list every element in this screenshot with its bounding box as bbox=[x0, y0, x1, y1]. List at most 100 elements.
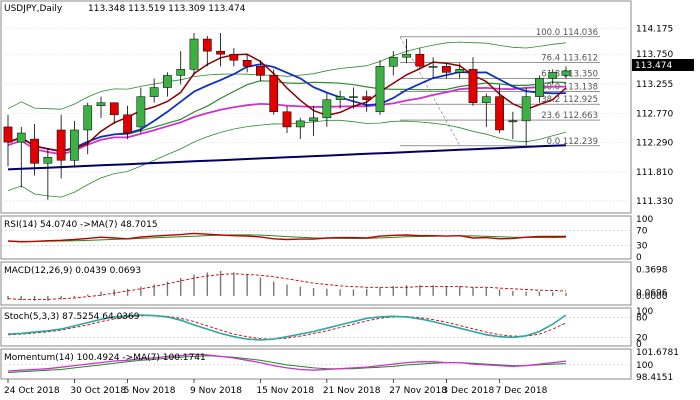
date-tick-label: 15 Nov 2018 bbox=[256, 386, 314, 396]
stochastic-tick-label: 80 bbox=[636, 314, 648, 324]
bullish-candle bbox=[70, 129, 79, 161]
bullish-candle bbox=[309, 117, 318, 122]
macd-tick-label: 0.3698 bbox=[636, 266, 668, 276]
bearish-candle bbox=[229, 53, 239, 61]
momentum-ma-line bbox=[7, 355, 567, 373]
momentum-line bbox=[7, 353, 567, 372]
momentum-header: Momentum(14) 100.4924 ->MA(7) 100.1741 bbox=[4, 353, 206, 363]
date-tick-label: 24 Oct 2018 bbox=[4, 386, 60, 396]
macd-tick-label: 0.0696 bbox=[636, 288, 668, 298]
bullish-candle bbox=[16, 132, 26, 143]
bearish-candle bbox=[216, 50, 225, 55]
macd-tick-label: 0.0000 bbox=[636, 292, 668, 302]
stochastic-header: Stoch(5,3,3) 87.5254 64.0369 bbox=[4, 312, 140, 322]
momentum-panel-frame bbox=[0, 348, 632, 380]
slow-ma-line bbox=[7, 144, 567, 171]
stochastic-tick-label: 0 bbox=[636, 340, 642, 350]
bullish-candle bbox=[295, 120, 305, 128]
fib-level-label: 76.4 113.612 bbox=[541, 54, 598, 64]
momentum-lines bbox=[7, 353, 567, 373]
date-tick-label: 3 Dec 2018 bbox=[442, 386, 494, 396]
bearish-candle bbox=[56, 129, 66, 161]
bearish-candle bbox=[256, 66, 265, 76]
stochastic-lines bbox=[7, 314, 567, 341]
bullish-candle bbox=[96, 102, 106, 106]
bullish-candle bbox=[402, 53, 411, 58]
rsi-panel-frame bbox=[0, 215, 632, 260]
price-panel-frame bbox=[0, 0, 632, 214]
bullish-candle bbox=[176, 69, 186, 76]
macd-panel-frame bbox=[0, 261, 632, 306]
momentum-panel: 101.6781 100 98.4151 Momentum(14) 100.4924… bbox=[0, 348, 679, 383]
ohlc-header: 113.348 113.519 113.309 113.474 bbox=[88, 4, 246, 14]
last-price-label: 113.474 bbox=[635, 61, 672, 71]
bearish-candle bbox=[242, 60, 252, 67]
bearish-candle bbox=[3, 126, 13, 143]
rsi-tick-label: 30 bbox=[636, 242, 648, 252]
fib-level-label: 50.0 113.138 bbox=[541, 82, 598, 92]
price-panel: 114.175 113.750 113.255 112.770 112.290 111.8… bbox=[0, 0, 694, 214]
bullish-candle bbox=[136, 96, 146, 128]
rsi-tick-label: 70 bbox=[636, 226, 648, 236]
bullish-candle bbox=[535, 78, 544, 97]
rsi-line bbox=[7, 232, 566, 243]
price-tick-label: 112.770 bbox=[636, 110, 673, 120]
price-tick-label: 113.255 bbox=[636, 80, 673, 90]
stochastic-k-line bbox=[7, 314, 567, 341]
price-tick-label: 113.750 bbox=[636, 50, 673, 60]
bullish-candle bbox=[149, 87, 159, 97]
momentum-y-axis: 101.6781 100 98.4151 bbox=[636, 348, 679, 383]
fib-level-label: 0.0 112.239 bbox=[547, 137, 598, 147]
stochastic-panel-frame bbox=[0, 307, 632, 347]
rsi-grid bbox=[1, 230, 631, 246]
bullish-candle bbox=[561, 70, 571, 76]
bullish-candle bbox=[428, 66, 438, 68]
symbol-header: USDJPY,Daily bbox=[4, 4, 63, 14]
date-tick-label: 7 Dec 2018 bbox=[496, 386, 548, 396]
fib-level-label: 100.0 114.036 bbox=[536, 28, 598, 38]
bullish-candle bbox=[521, 96, 531, 122]
bearish-candle bbox=[468, 69, 478, 103]
price-grid bbox=[1, 28, 631, 202]
bullish-candle bbox=[322, 99, 332, 119]
momentum-tick-label: 101.6781 bbox=[636, 348, 679, 358]
macd-signal-line bbox=[7, 273, 567, 300]
fib-level-label: 23.6 112.663 bbox=[541, 111, 598, 121]
rsi-lines bbox=[7, 232, 567, 243]
bullish-candle bbox=[83, 105, 93, 131]
bearish-candle bbox=[495, 96, 504, 131]
bullish-candle bbox=[548, 72, 558, 79]
macd-header: MACD(12,26,9) 0.0439 0.0693 bbox=[4, 266, 141, 276]
bearish-candle bbox=[442, 66, 451, 73]
bullish-candle bbox=[508, 120, 518, 123]
bullish-candle bbox=[455, 69, 465, 73]
rsi-ma-line bbox=[7, 234, 567, 242]
date-tick-label: 9 Nov 2018 bbox=[190, 386, 242, 396]
bullish-candle bbox=[375, 66, 385, 113]
rsi-tick-label: 100 bbox=[636, 215, 653, 225]
bearish-candle bbox=[109, 102, 119, 116]
rsi-tick-label: 0 bbox=[636, 253, 642, 263]
momentum-tick-label: 98.4151 bbox=[636, 373, 673, 383]
stochastic-tick-label: 20 bbox=[636, 333, 648, 343]
price-y-axis: 114.175 113.750 113.255 112.770 112.290 111.8… bbox=[636, 24, 673, 206]
price-tick-label: 114.175 bbox=[636, 24, 673, 34]
bearish-candle bbox=[123, 114, 132, 134]
bearish-candle bbox=[415, 53, 425, 67]
candlesticks bbox=[3, 32, 571, 200]
bullish-candle bbox=[349, 96, 358, 98]
fib-level-label: 38.2 112.925 bbox=[541, 95, 598, 105]
macd-signal-line bbox=[7, 273, 567, 300]
stochastic-tick-label: 100 bbox=[636, 307, 653, 317]
last-price-box bbox=[632, 59, 694, 71]
bullish-candle bbox=[388, 56, 398, 67]
rsi-header: RSI(14) 54.0740 ->MA(7) 48.7015 bbox=[4, 220, 158, 230]
